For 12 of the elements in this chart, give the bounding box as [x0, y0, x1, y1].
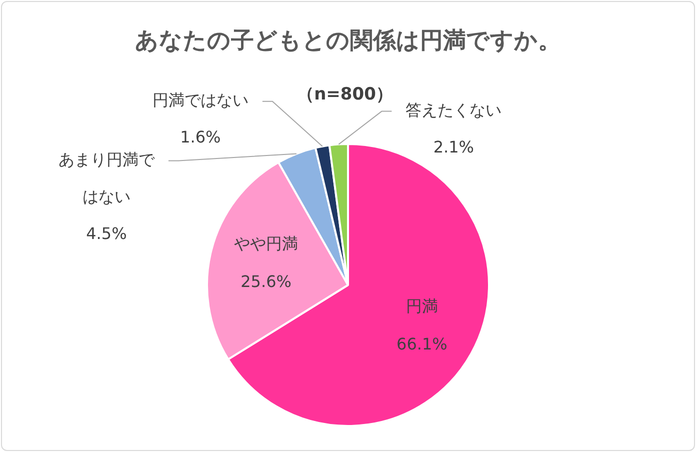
slice-label: やや円満 [234, 234, 298, 254]
slice-label: 答えたくない [406, 100, 502, 120]
data-label: 1.6% [180, 127, 221, 146]
slice-label: あまり円満ではない [58, 150, 156, 206]
data-label: 66.1% [396, 334, 448, 354]
chart-subtitle: （n=800） [297, 84, 393, 104]
data-label: 2.1% [433, 137, 474, 156]
data-label: 4.5% [86, 224, 127, 243]
slice-label: 円満 [406, 296, 438, 316]
data-label: 25.6% [240, 272, 292, 292]
chart-title: あなたの子どもとの関係は円満ですか。 [135, 28, 561, 54]
slice-label: 円満ではない [152, 90, 248, 110]
